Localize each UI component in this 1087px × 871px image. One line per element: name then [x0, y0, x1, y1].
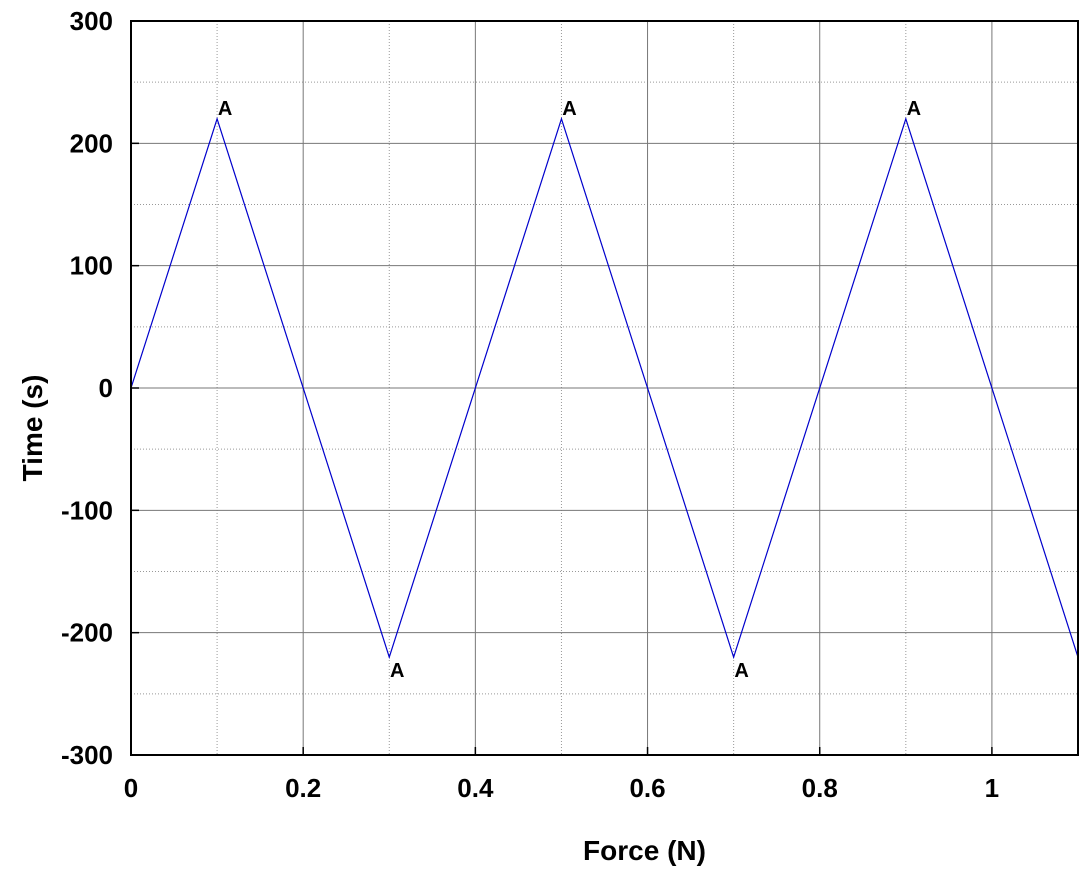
point-annotation: A — [734, 660, 748, 682]
point-annotation: A — [218, 98, 232, 120]
y-tick-label: 100 — [70, 251, 113, 281]
x-tick-label: 0.2 — [285, 773, 321, 803]
y-tick-label: -300 — [61, 740, 113, 770]
series-line — [130, 116, 1079, 660]
x-tick-label: 1 — [985, 773, 999, 803]
y-tick-label: 0 — [99, 373, 113, 403]
y-axis-ticks: 300 200 100 0 -100 -200 -300 — [61, 6, 139, 770]
major-grid — [131, 21, 1078, 755]
x-tick-label: 0.6 — [629, 773, 665, 803]
x-tick-label: 0.4 — [457, 773, 494, 803]
point-annotation: A — [907, 98, 921, 120]
y-tick-label: 200 — [70, 128, 113, 158]
x-tick-label: 0 — [124, 773, 138, 803]
annotation-layer: A A A A A — [218, 98, 921, 682]
y-axis-title: Time (s) — [17, 375, 48, 482]
y-tick-label: -100 — [61, 495, 113, 525]
y-tick-label: 300 — [70, 6, 113, 36]
x-axis-ticks: 0 0.2 0.4 0.6 0.8 1 — [124, 747, 999, 803]
x-axis-title: Force (N) — [583, 835, 706, 866]
point-annotation: A — [562, 98, 576, 120]
y-tick-label: -200 — [61, 618, 113, 648]
series-layer — [130, 116, 1079, 660]
x-tick-label: 0.8 — [802, 773, 838, 803]
point-annotation: A — [390, 660, 404, 682]
